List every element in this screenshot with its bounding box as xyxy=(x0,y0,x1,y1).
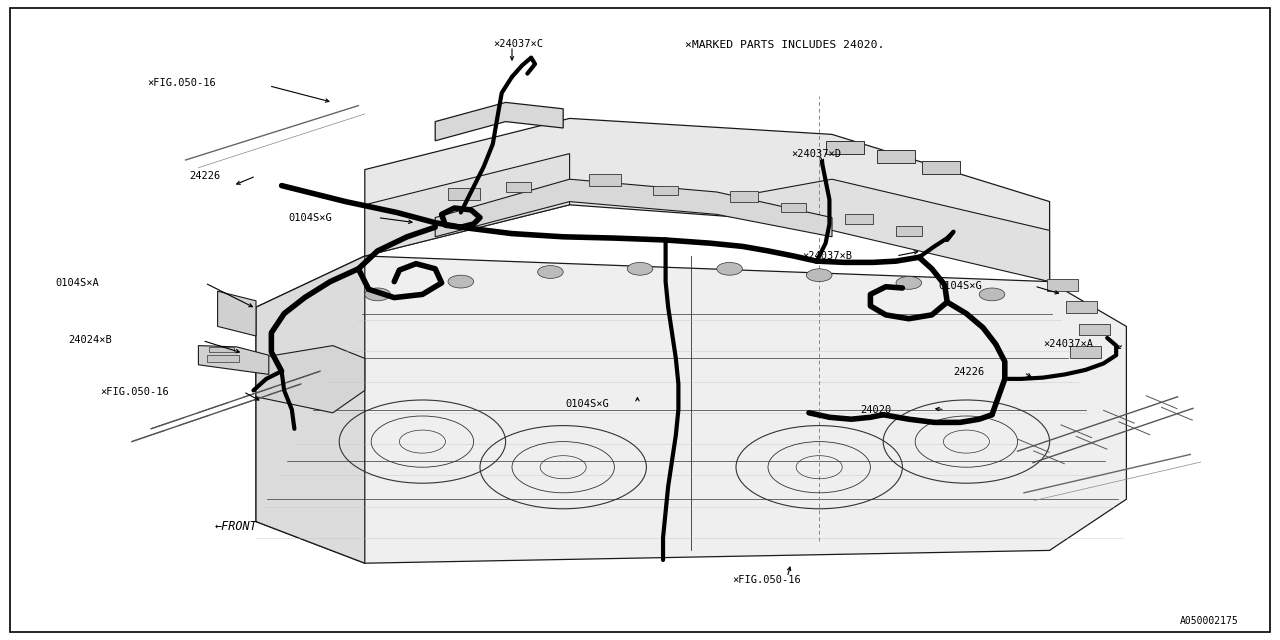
Bar xyxy=(506,182,531,192)
Bar xyxy=(730,191,758,202)
Bar xyxy=(1079,324,1110,335)
Bar xyxy=(448,188,480,200)
Text: 0104S×G: 0104S×G xyxy=(566,399,609,410)
Text: ←FRONT: ←FRONT xyxy=(215,520,257,532)
Text: A050002175: A050002175 xyxy=(1180,616,1239,626)
Polygon shape xyxy=(218,291,256,336)
Polygon shape xyxy=(256,256,365,563)
Bar xyxy=(896,226,922,236)
Bar xyxy=(589,174,621,186)
Text: 24226: 24226 xyxy=(954,367,984,378)
Bar xyxy=(1070,346,1101,358)
Text: 0104S×G: 0104S×G xyxy=(938,281,982,291)
Polygon shape xyxy=(435,179,832,237)
Polygon shape xyxy=(365,154,570,256)
Text: ×24037×C: ×24037×C xyxy=(493,38,543,49)
Text: 24020: 24020 xyxy=(860,404,891,415)
Text: ×FIG.050-16: ×FIG.050-16 xyxy=(147,78,216,88)
Bar xyxy=(1047,279,1078,291)
Text: ×24037×D: ×24037×D xyxy=(791,148,841,159)
Bar xyxy=(922,161,960,174)
Bar xyxy=(207,355,239,362)
Bar xyxy=(1066,301,1097,313)
Bar xyxy=(781,203,806,212)
Circle shape xyxy=(365,288,390,301)
Bar xyxy=(209,347,234,352)
Polygon shape xyxy=(691,179,1050,282)
Bar xyxy=(653,186,678,195)
Text: ×FIG.050-16: ×FIG.050-16 xyxy=(732,575,801,586)
Circle shape xyxy=(979,288,1005,301)
Polygon shape xyxy=(365,118,1050,282)
Text: 0104S×G: 0104S×G xyxy=(288,212,332,223)
Circle shape xyxy=(896,276,922,289)
Polygon shape xyxy=(256,346,365,413)
Bar xyxy=(877,150,915,163)
Circle shape xyxy=(448,275,474,288)
Text: 24024×B: 24024×B xyxy=(68,335,111,346)
Polygon shape xyxy=(435,102,563,141)
Circle shape xyxy=(806,269,832,282)
Text: ×FIG.050-16: ×FIG.050-16 xyxy=(100,387,169,397)
Text: 24226: 24226 xyxy=(189,171,220,181)
Bar xyxy=(845,214,873,224)
Text: ×MARKED PARTS INCLUDES 24020.: ×MARKED PARTS INCLUDES 24020. xyxy=(685,40,884,50)
Text: ×24037×A: ×24037×A xyxy=(1043,339,1093,349)
Bar xyxy=(826,141,864,154)
Polygon shape xyxy=(198,346,269,374)
Text: ×24037×B: ×24037×B xyxy=(803,251,852,261)
Polygon shape xyxy=(256,256,1126,563)
Circle shape xyxy=(538,266,563,278)
Circle shape xyxy=(627,262,653,275)
Circle shape xyxy=(717,262,742,275)
Text: 0104S×A: 0104S×A xyxy=(55,278,99,288)
